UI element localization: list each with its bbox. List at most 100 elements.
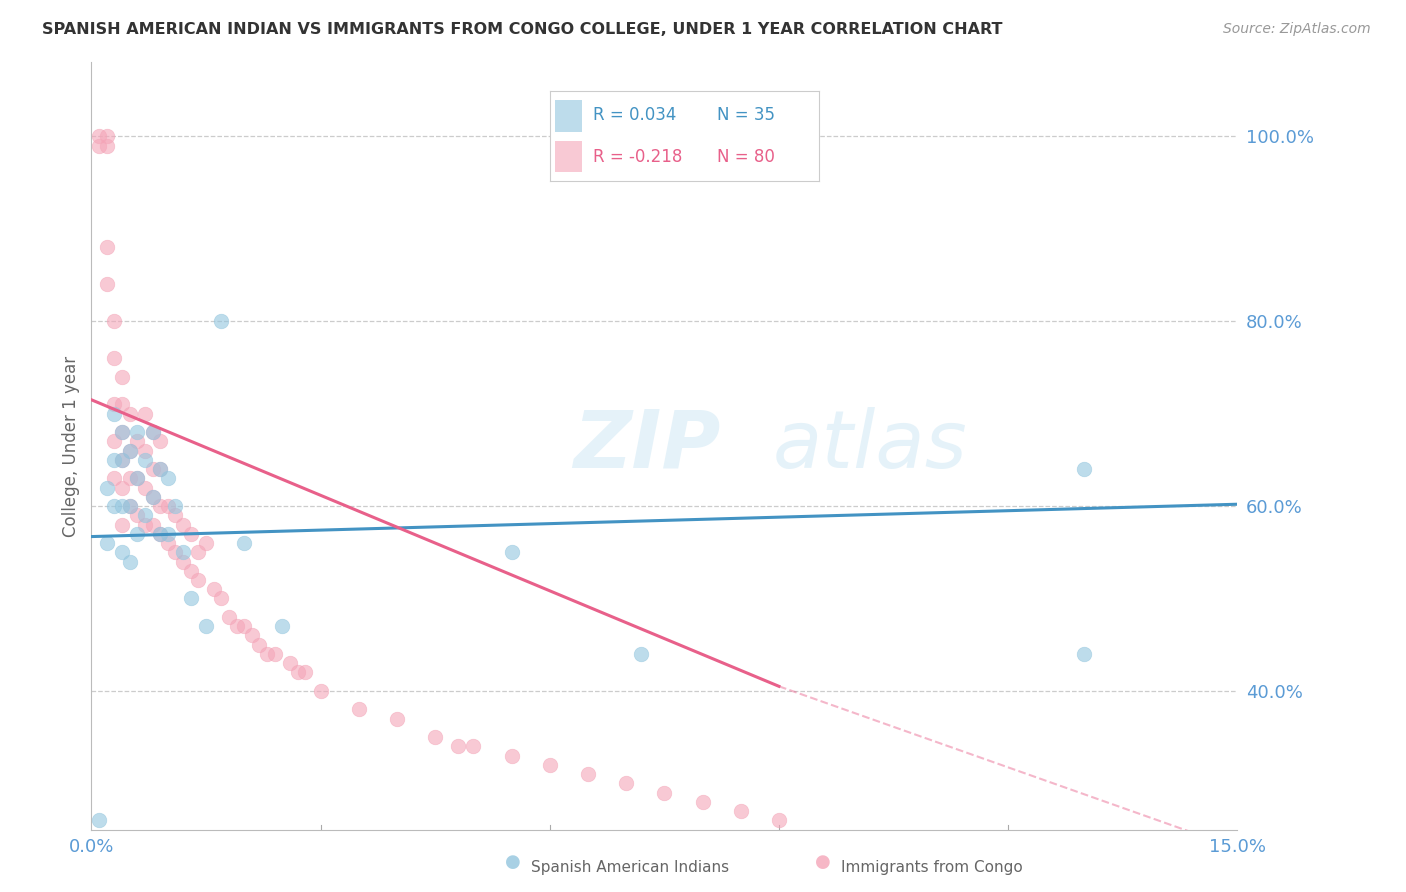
Point (87, 129, 110, 144)
Point (172, 555, 194, 569)
Point (1226, 888, 1249, 892)
Point (103, 407, 125, 421)
Point (103, 471, 125, 485)
Point (134, 481, 156, 495)
Point (1073, 647, 1095, 661)
Point (240, 628, 263, 642)
Point (423, 730, 446, 744)
Point (165, 508, 187, 523)
Point (111, 425, 134, 439)
Point (103, 314, 125, 328)
Point (141, 490, 163, 504)
Point (118, 471, 141, 485)
Point (111, 425, 134, 439)
Point (278, 656, 301, 670)
Point (1150, 878, 1173, 892)
Point (630, 647, 652, 661)
Point (501, 545, 523, 559)
Point (652, 786, 675, 800)
Point (96, 138, 118, 153)
Point (134, 407, 156, 421)
Text: ●: ● (814, 853, 831, 871)
Point (256, 647, 278, 661)
Point (997, 859, 1019, 873)
Point (96, 129, 118, 144)
Point (1073, 869, 1095, 883)
Point (271, 619, 294, 633)
Point (127, 526, 149, 541)
Point (96, 481, 118, 495)
Point (111, 545, 134, 559)
Point (156, 471, 179, 485)
Point (921, 850, 943, 864)
Point (172, 517, 194, 532)
Point (149, 526, 172, 541)
Point (225, 619, 247, 633)
Point (118, 443, 141, 458)
Point (149, 499, 172, 513)
Point (118, 555, 141, 569)
Point (249, 638, 271, 652)
Point (141, 462, 163, 476)
Point (111, 397, 134, 411)
Point (287, 665, 309, 680)
Point (111, 499, 134, 513)
Point (209, 591, 232, 606)
Point (111, 517, 134, 532)
Point (172, 545, 194, 559)
Point (156, 536, 179, 550)
Point (87, 138, 110, 153)
Point (111, 481, 134, 495)
Point (134, 508, 156, 523)
Point (187, 545, 209, 559)
Point (149, 434, 172, 449)
Point (165, 545, 187, 559)
Point (103, 351, 125, 366)
Text: atlas: atlas (773, 407, 967, 485)
Point (194, 619, 217, 633)
Point (141, 517, 163, 532)
Point (576, 767, 599, 781)
Text: SPANISH AMERICAN INDIAN VS IMMIGRANTS FROM CONGO COLLEGE, UNDER 1 YEAR CORRELATI: SPANISH AMERICAN INDIAN VS IMMIGRANTS FR… (42, 22, 1002, 37)
Point (209, 314, 232, 328)
Point (538, 757, 561, 772)
Point (127, 434, 149, 449)
Point (111, 453, 134, 467)
Point (96, 240, 118, 254)
Point (134, 443, 156, 458)
Text: Source: ZipAtlas.com: Source: ZipAtlas.com (1223, 22, 1371, 37)
Point (141, 425, 163, 439)
Point (141, 425, 163, 439)
Point (1073, 462, 1095, 476)
Point (111, 453, 134, 467)
Point (768, 814, 790, 828)
Text: Immigrants from Congo: Immigrants from Congo (841, 860, 1022, 874)
Point (347, 702, 370, 716)
Point (156, 526, 179, 541)
Point (149, 526, 172, 541)
Point (118, 499, 141, 513)
Point (149, 462, 172, 476)
Point (233, 536, 256, 550)
Point (692, 795, 714, 809)
Point (134, 517, 156, 532)
Point (118, 499, 141, 513)
Point (127, 508, 149, 523)
Point (127, 471, 149, 485)
Point (103, 453, 125, 467)
Text: ZIP: ZIP (572, 407, 720, 485)
Point (180, 591, 202, 606)
Y-axis label: College, Under 1 year: College, Under 1 year (62, 355, 80, 537)
Point (501, 748, 523, 763)
Point (141, 490, 163, 504)
Point (730, 804, 752, 818)
Point (96, 536, 118, 550)
Point (103, 434, 125, 449)
Point (202, 582, 225, 597)
Point (149, 462, 172, 476)
Point (156, 499, 179, 513)
Point (187, 573, 209, 587)
Point (844, 831, 866, 846)
Point (263, 647, 285, 661)
Point (385, 712, 408, 726)
